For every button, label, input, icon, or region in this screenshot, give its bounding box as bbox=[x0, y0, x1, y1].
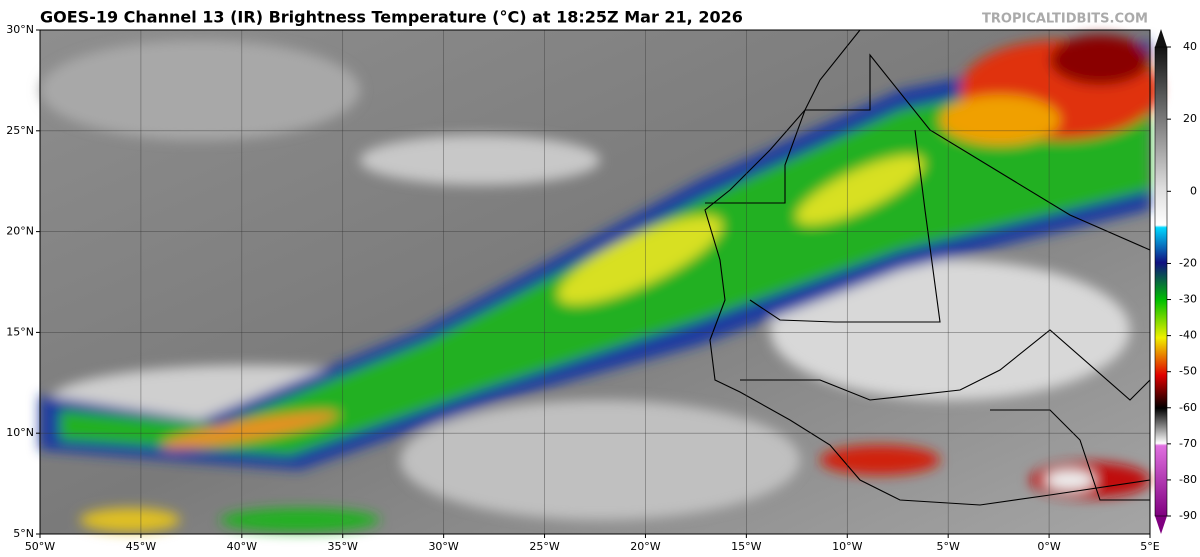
border bbox=[990, 409, 1150, 501]
coastline bbox=[704, 29, 1151, 506]
y-tick-label: 15°N bbox=[6, 325, 34, 338]
satellite-image bbox=[40, 29, 1160, 534]
border bbox=[705, 53, 1151, 251]
colorbar-tick-label: 20 bbox=[1183, 112, 1197, 125]
colorbar bbox=[1154, 46, 1168, 517]
x-tick-label: 50°W bbox=[25, 540, 55, 553]
y-tick-label: 25°N bbox=[6, 124, 34, 137]
x-tick-label: 35°W bbox=[328, 540, 358, 553]
x-tick-label: 25°W bbox=[529, 540, 559, 553]
colorbar-tick-label: 40 bbox=[1183, 40, 1197, 53]
colorbar-ticks: 40 20 0 -20 -30 -40 -50 -60 -70 -80 -90 bbox=[1167, 40, 1197, 522]
colorbar-tick-label: -30 bbox=[1179, 293, 1197, 306]
colorbar-tick-label: -70 bbox=[1179, 437, 1197, 450]
x-tick-label: 30°W bbox=[428, 540, 458, 553]
cloud-field bbox=[40, 35, 1160, 532]
border bbox=[749, 129, 941, 323]
x-tick-label: 5°E bbox=[1140, 540, 1159, 553]
x-tick-label: 0°W bbox=[1037, 540, 1060, 553]
colorbar-tick-label: -20 bbox=[1179, 256, 1197, 269]
x-tick-label: 45°W bbox=[126, 540, 156, 553]
x-tick-label: 40°W bbox=[227, 540, 257, 553]
y-tick-label: 10°N bbox=[6, 426, 34, 439]
colorbar-tick-label: 0 bbox=[1190, 184, 1197, 197]
x-tick-label: 20°W bbox=[630, 540, 660, 553]
y-tick-label: 30°N bbox=[6, 23, 34, 36]
border bbox=[740, 329, 1151, 401]
colorbar-tick-label: -50 bbox=[1179, 365, 1197, 378]
x-tick-label: 10°W bbox=[832, 540, 862, 553]
credit: TROPICALTIDBITS.COM bbox=[982, 12, 1148, 27]
colorbar-extend-bottom bbox=[1155, 516, 1167, 534]
x-tick-label: 15°W bbox=[731, 540, 761, 553]
colorbar-tick-label: -90 bbox=[1179, 509, 1197, 522]
map-frame bbox=[39, 29, 1151, 535]
colorbar-extend-top bbox=[1155, 29, 1167, 47]
colorbar-tick-label: -60 bbox=[1179, 401, 1197, 414]
y-tick-label: 5°N bbox=[13, 527, 34, 540]
colorbar-tick-label: -40 bbox=[1179, 329, 1197, 342]
y-tick-label: 20°N bbox=[6, 225, 34, 238]
title: GOES-19 Channel 13 (IR) Brightness Tempe… bbox=[40, 8, 743, 27]
colorbar-tick-label: -80 bbox=[1179, 473, 1197, 486]
x-tick-label: 5°W bbox=[936, 540, 959, 553]
